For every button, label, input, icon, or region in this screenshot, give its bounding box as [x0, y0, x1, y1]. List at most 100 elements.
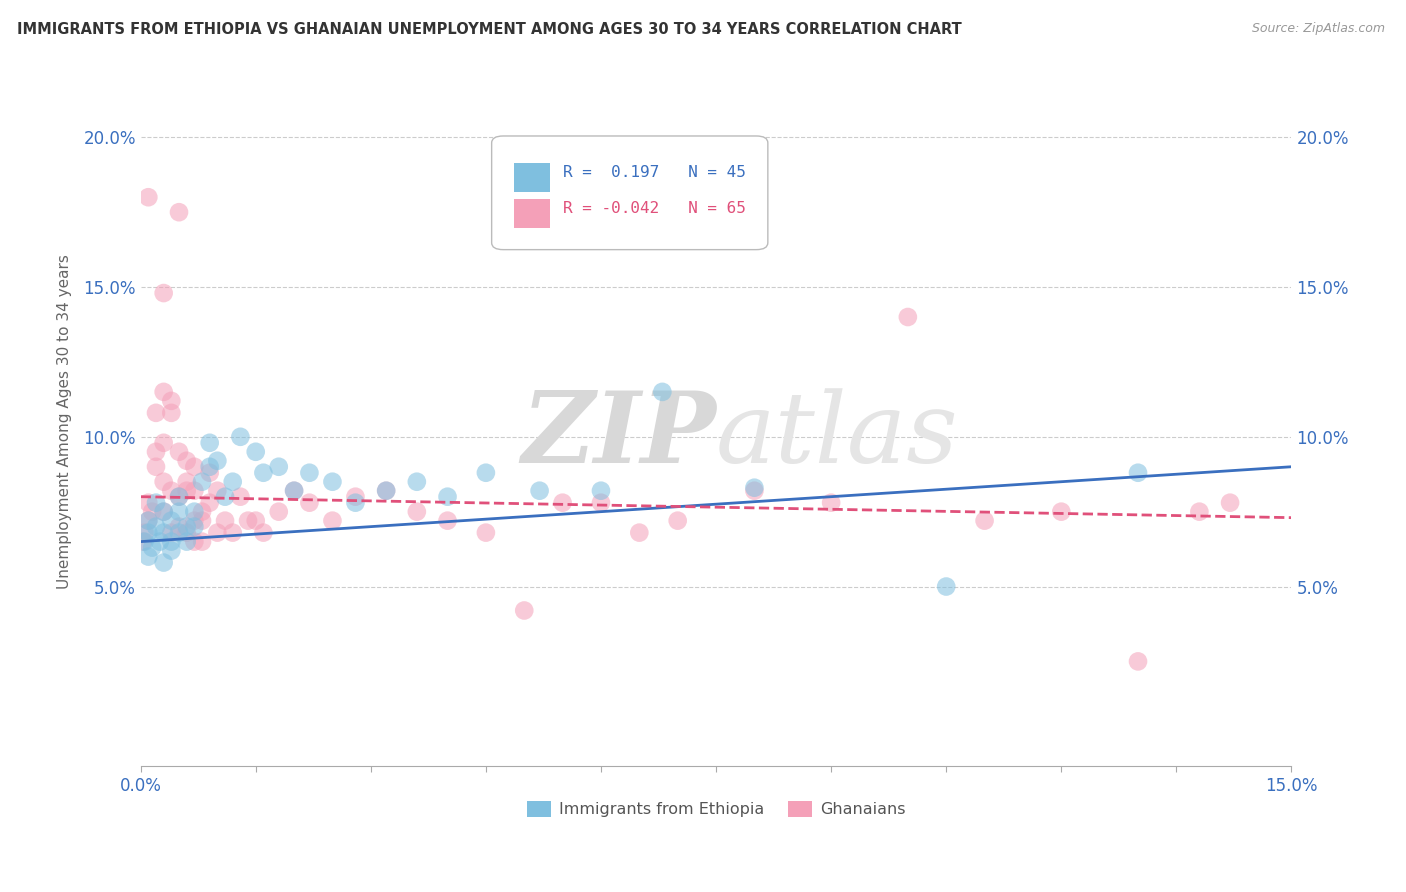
Point: [589, 483, 612, 498]
Point: [298, 496, 321, 510]
Point: [183, 505, 205, 519]
Point: [1126, 654, 1149, 668]
FancyBboxPatch shape: [492, 136, 768, 250]
Point: [160, 406, 183, 420]
Point: [167, 444, 190, 458]
Point: [136, 496, 159, 510]
Point: [245, 514, 267, 528]
Point: [160, 393, 183, 408]
Point: [136, 549, 159, 564]
Point: [141, 541, 163, 555]
Point: [198, 435, 221, 450]
Point: [145, 444, 167, 458]
Point: [176, 525, 198, 540]
Text: ZIP: ZIP: [522, 387, 716, 483]
Point: [176, 519, 198, 533]
Point: [344, 490, 367, 504]
Point: [198, 466, 221, 480]
Y-axis label: Unemployment Among Ages 30 to 34 years: Unemployment Among Ages 30 to 34 years: [58, 254, 72, 590]
Point: [436, 514, 458, 528]
Point: [152, 435, 174, 450]
Point: [475, 466, 498, 480]
Point: [375, 483, 398, 498]
Point: [897, 310, 920, 324]
Point: [207, 483, 229, 498]
Point: [245, 444, 267, 458]
Point: [183, 483, 205, 498]
Point: [321, 514, 343, 528]
Point: [207, 525, 229, 540]
Point: [136, 190, 159, 204]
Point: [152, 525, 174, 540]
Point: [252, 466, 274, 480]
Point: [589, 496, 612, 510]
Point: [436, 490, 458, 504]
Point: [214, 514, 236, 528]
Point: [145, 519, 167, 533]
Point: [529, 483, 551, 498]
Point: [136, 525, 159, 540]
Point: [141, 505, 163, 519]
Point: [973, 514, 995, 528]
Legend: Immigrants from Ethiopia, Ghanaians: Immigrants from Ethiopia, Ghanaians: [520, 794, 911, 823]
Point: [222, 475, 245, 489]
Point: [136, 514, 159, 528]
Point: [152, 505, 174, 519]
Point: [666, 514, 689, 528]
Point: [344, 496, 367, 510]
Point: [145, 459, 167, 474]
Point: [160, 525, 183, 540]
Point: [152, 505, 174, 519]
Point: [136, 514, 159, 528]
Point: [1219, 496, 1241, 510]
Point: [191, 475, 214, 489]
Point: [167, 525, 190, 540]
Point: [820, 496, 842, 510]
Point: [152, 384, 174, 399]
Point: [198, 459, 221, 474]
Point: [283, 483, 305, 498]
Point: [134, 534, 156, 549]
Point: [149, 534, 172, 549]
Point: [298, 466, 321, 480]
Point: [191, 514, 214, 528]
Point: [375, 483, 398, 498]
Point: [651, 384, 673, 399]
Point: [160, 543, 183, 558]
Point: [513, 603, 536, 617]
Point: [229, 490, 252, 504]
Text: R = -0.042   N = 65: R = -0.042 N = 65: [562, 202, 745, 217]
Point: [152, 286, 174, 301]
Point: [152, 475, 174, 489]
Point: [744, 483, 766, 498]
Point: [405, 505, 427, 519]
Point: [1188, 505, 1211, 519]
Point: [183, 519, 205, 533]
Point: [160, 534, 183, 549]
Point: [183, 514, 205, 528]
Point: [176, 475, 198, 489]
Point: [167, 490, 190, 504]
Point: [475, 525, 498, 540]
Point: [145, 496, 167, 510]
Point: [152, 556, 174, 570]
Point: [744, 481, 766, 495]
Point: [176, 483, 198, 498]
Point: [132, 534, 155, 549]
Point: [236, 514, 259, 528]
Point: [267, 459, 290, 474]
Point: [191, 534, 214, 549]
Point: [207, 454, 229, 468]
Point: [176, 454, 198, 468]
Point: [160, 483, 183, 498]
Point: [1126, 466, 1149, 480]
Text: atlas: atlas: [716, 388, 959, 483]
Point: [283, 483, 305, 498]
Point: [167, 490, 190, 504]
Point: [229, 430, 252, 444]
Point: [405, 475, 427, 489]
FancyBboxPatch shape: [513, 199, 550, 228]
Point: [551, 496, 574, 510]
Text: IMMIGRANTS FROM ETHIOPIA VS GHANAIAN UNEMPLOYMENT AMONG AGES 30 TO 34 YEARS CORR: IMMIGRANTS FROM ETHIOPIA VS GHANAIAN UNE…: [17, 22, 962, 37]
Point: [167, 505, 190, 519]
